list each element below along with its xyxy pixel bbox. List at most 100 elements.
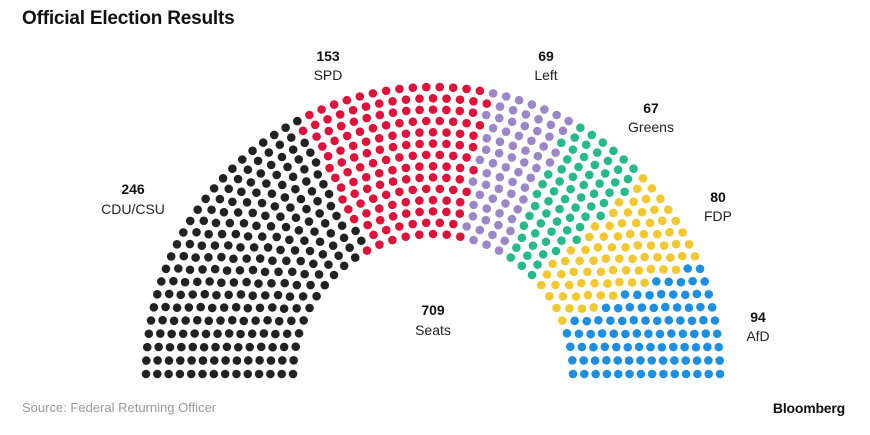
- seat-dot-spd: [363, 149, 372, 158]
- seat-dot-greens: [506, 253, 515, 262]
- seat-dot-cdu-csu: [229, 254, 238, 263]
- seat-dot-fdp: [594, 243, 603, 252]
- seat-dot-spd: [388, 236, 397, 245]
- seat-dot-greens: [591, 161, 600, 170]
- seat-dot-left: [502, 127, 511, 136]
- seat-dot-greens: [569, 173, 578, 182]
- seat-dot-cdu-csu: [179, 228, 188, 237]
- seat-dot-cdu-csu: [243, 370, 252, 379]
- seat-dot-spd: [408, 220, 417, 229]
- seat-dot-spd: [402, 129, 411, 138]
- seat-dot-cdu-csu: [179, 252, 188, 261]
- seat-dot-fdp: [664, 205, 673, 214]
- seat-dot-afd: [583, 317, 592, 326]
- seat-dot-afd: [681, 291, 690, 300]
- seat-dot-cdu-csu: [177, 343, 186, 352]
- seat-dot-cdu-csu: [181, 278, 190, 287]
- seat-dot-afd: [606, 316, 615, 325]
- seat-dot-fdp: [567, 246, 576, 255]
- seat-dot-cdu-csu: [261, 291, 270, 300]
- seat-dot-cdu-csu: [204, 230, 213, 239]
- seat-dot-greens: [574, 163, 583, 172]
- seat-dot-cdu-csu: [250, 243, 259, 252]
- seat-dot-cdu-csu: [237, 188, 246, 197]
- seat-dot-spd: [408, 186, 417, 195]
- seat-dot-fdp: [628, 254, 637, 263]
- seat-dot-afd: [598, 329, 607, 338]
- seat-dot-spd: [456, 232, 465, 241]
- seat-dot-fdp: [614, 232, 623, 241]
- seat-dot-afd: [646, 343, 655, 352]
- seat-dot-cdu-csu: [256, 304, 265, 313]
- seat-dot-spd: [469, 108, 478, 117]
- seat-dot-cdu-csu: [208, 304, 217, 313]
- label-cdu-csu: 246 CDU/CSU: [101, 181, 165, 217]
- seat-dot-afd: [688, 277, 697, 286]
- seat-dot-cdu-csu: [267, 279, 276, 288]
- seat-dot-left: [540, 105, 549, 114]
- seat-dot-spd: [442, 128, 451, 137]
- seat-dot-cdu-csu: [219, 174, 228, 183]
- seat-dot-spd: [402, 95, 411, 104]
- seat-dot-cdu-csu: [199, 217, 208, 226]
- seat-dot-left: [469, 177, 478, 186]
- seat-dot-greens: [601, 169, 610, 178]
- seat-dot-fdp: [628, 278, 637, 287]
- seat-dot-cdu-csu: [297, 195, 306, 204]
- seat-dot-spd: [462, 188, 471, 197]
- seat-dot-cdu-csu: [176, 370, 185, 379]
- seat-dot-afd: [676, 316, 685, 325]
- seat-dot-spd: [462, 153, 471, 162]
- seat-dot-cdu-csu: [248, 291, 257, 300]
- seat-dot-fdp: [672, 240, 681, 249]
- seat-dot-greens: [557, 139, 566, 148]
- seat-dot-cdu-csu: [217, 278, 226, 287]
- seat-dot-fdp: [615, 198, 624, 207]
- seat-dot-cdu-csu: [211, 265, 220, 274]
- seat-dot-afd: [688, 316, 697, 325]
- seat-dot-spd: [350, 153, 359, 162]
- seat-dot-cdu-csu: [212, 291, 221, 300]
- seat-dot-spd: [330, 100, 339, 109]
- seat-dot-cdu-csu: [204, 317, 213, 326]
- seat-dot-cdu-csu: [190, 329, 199, 338]
- seat-dot-cdu-csu: [196, 303, 205, 312]
- seat-dot-left: [482, 240, 491, 249]
- seat-dot-greens: [572, 236, 581, 245]
- seat-dot-spd: [449, 151, 458, 160]
- seat-dot-cdu-csu: [281, 193, 290, 202]
- seat-dot-cdu-csu: [351, 227, 360, 236]
- seat-dot-afd: [667, 329, 676, 338]
- seat-dot-spd: [395, 85, 404, 94]
- seat-dot-afd: [683, 264, 692, 273]
- seat-dot-left: [547, 120, 556, 129]
- seat-dot-afd: [570, 317, 579, 326]
- seat-dot-cdu-csu: [277, 370, 286, 379]
- party-name: SPD: [314, 67, 343, 83]
- seat-dot-spd: [382, 87, 391, 96]
- seat-dot-spd: [388, 166, 397, 175]
- seat-dot-spd: [349, 142, 358, 151]
- seat-dot-spd: [456, 95, 465, 104]
- seat-dot-spd: [337, 183, 346, 192]
- seat-dot-spd: [455, 107, 464, 116]
- seat-dot-afd: [633, 329, 642, 338]
- seat-dot-cdu-csu: [161, 303, 170, 312]
- seat-dot-greens: [518, 261, 527, 270]
- seat-dot-left: [495, 114, 504, 123]
- seat-dot-greens: [512, 243, 521, 252]
- seat-dot-cdu-csu: [225, 329, 234, 338]
- seat-dot-cdu-csu: [287, 133, 296, 142]
- seat-dot-cdu-csu: [193, 278, 202, 287]
- seat-dot-greens: [536, 219, 545, 228]
- seat-dot-cdu-csu: [165, 290, 174, 299]
- seat-dot-left: [521, 122, 530, 131]
- seat-dot-cdu-csu: [258, 199, 267, 208]
- seat-dot-cdu-csu: [282, 223, 291, 232]
- seat-dot-fdp: [633, 241, 642, 250]
- seat-dot-spd: [429, 105, 438, 114]
- seat-dot-afd: [563, 329, 572, 338]
- seat-dot-fdp: [660, 241, 669, 250]
- seat-dot-fdp: [656, 195, 665, 204]
